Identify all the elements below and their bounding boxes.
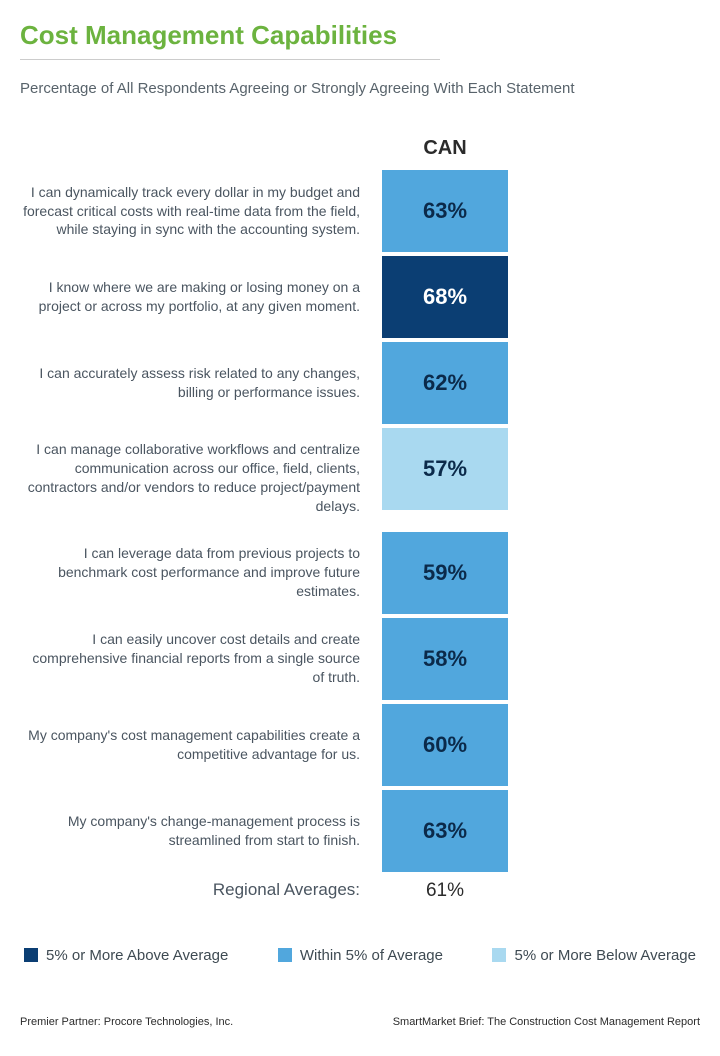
value-cell: 68% xyxy=(380,254,510,340)
statement-text: My company's change-management process i… xyxy=(20,788,370,874)
statement-text: I know where we are making or losing mon… xyxy=(20,254,370,340)
statement-text: I can easily uncover cost details and cr… xyxy=(20,616,370,702)
table-row: I know where we are making or losing mon… xyxy=(20,254,700,340)
footer-right: SmartMarket Brief: The Construction Cost… xyxy=(393,1016,700,1028)
swatch-within-icon xyxy=(278,948,292,962)
swatch-below-icon xyxy=(492,948,506,962)
statement-text: My company's cost management capabilitie… xyxy=(20,702,370,788)
value-cell: 58% xyxy=(380,616,510,702)
page-title: Cost Management Capabilities xyxy=(20,20,440,60)
legend-below: 5% or More Below Average xyxy=(492,947,696,964)
table-row: My company's change-management process i… xyxy=(20,788,700,874)
footer: Premier Partner: Procore Technologies, I… xyxy=(20,1016,700,1028)
statement-text: I can leverage data from previous projec… xyxy=(20,530,370,616)
table-row: I can dynamically track every dollar in … xyxy=(20,168,700,254)
chart-body: I can dynamically track every dollar in … xyxy=(20,168,700,874)
subtitle: Percentage of All Respondents Agreeing o… xyxy=(20,80,700,97)
value-cell: 59% xyxy=(380,530,510,616)
table-row: I can accurately assess risk related to … xyxy=(20,340,700,426)
value-cell: 63% xyxy=(380,168,510,254)
footer-left: Premier Partner: Procore Technologies, I… xyxy=(20,1016,233,1028)
statement-text: I can dynamically track every dollar in … xyxy=(20,168,370,254)
legend-within-label: Within 5% of Average xyxy=(300,947,443,964)
legend-below-label: 5% or More Below Average xyxy=(514,947,696,964)
legend-above-label: 5% or More Above Average xyxy=(46,947,228,964)
regional-average-row: Regional Averages: 61% xyxy=(20,880,700,902)
table-row: My company's cost management capabilitie… xyxy=(20,702,700,788)
legend-above: 5% or More Above Average xyxy=(24,947,228,964)
statement-text: I can accurately assess risk related to … xyxy=(20,340,370,426)
value-cell: 60% xyxy=(380,702,510,788)
table-row: I can easily uncover cost details and cr… xyxy=(20,616,700,702)
statement-text: I can manage collaborative workflows and… xyxy=(20,426,370,530)
legend-within: Within 5% of Average xyxy=(278,947,443,964)
regional-average-value: 61% xyxy=(380,880,510,902)
swatch-above-icon xyxy=(24,948,38,962)
value-cell: 63% xyxy=(380,788,510,874)
table-row: I can leverage data from previous projec… xyxy=(20,530,700,616)
value-cell: 57% xyxy=(380,426,510,512)
column-header: CAN xyxy=(380,137,510,160)
table-row: I can manage collaborative workflows and… xyxy=(20,426,700,530)
legend: 5% or More Above Average Within 5% of Av… xyxy=(20,947,700,964)
value-cell: 62% xyxy=(380,340,510,426)
regional-average-label: Regional Averages: xyxy=(20,880,370,902)
